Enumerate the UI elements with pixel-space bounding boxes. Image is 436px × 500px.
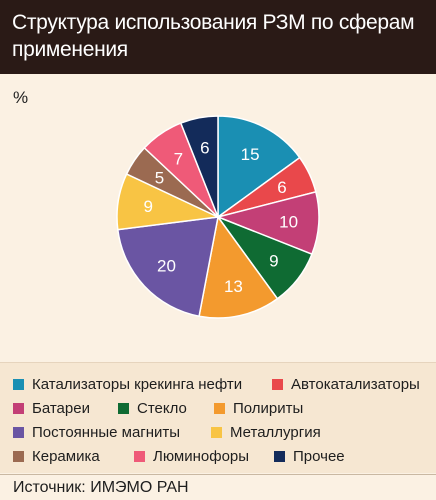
legend-swatch [13,426,24,438]
legend-item: Металлургия [211,424,321,442]
legend-label: Стекло [137,400,187,417]
legend-swatch [272,378,283,390]
legend-item: Катализаторы крекинга нефти [13,376,242,394]
chart-title: Структура использования РЗМ по сферам пр… [12,11,415,61]
legend-swatch [214,402,225,414]
legend-swatch [274,450,285,462]
legend-swatch [211,426,222,438]
slice-value-label: 15 [241,145,260,164]
legend-label: Люминофоры [153,448,250,465]
legend-item: Люминофоры [134,448,249,466]
unit-label: % [13,88,29,107]
legend-swatch [134,450,145,462]
legend: Катализаторы крекинга нефти Автокатализат… [0,363,436,473]
legend-label: Полириты [233,400,304,417]
legend-item: Стекло [118,400,187,418]
header: Структура использования РЗМ по сферам пр… [0,0,436,74]
legend-label: Катализаторы крекинга нефти [32,376,243,393]
pie-slice [116,216,219,318]
legend-swatch [13,450,24,462]
pie-slice [179,115,219,218]
legend-item: Керамика [13,448,100,466]
slice-value-label: 9 [269,251,278,270]
slice-value-label: 5 [155,168,164,187]
legend-label: Керамика [32,448,100,465]
source-note: Источник: ИМЭМО РАН [0,474,436,500]
legend-swatch [13,402,24,414]
legend-panel: Катализаторы крекинга нефти Автокатализат… [0,362,436,473]
legend-item: Постоянные магниты [13,424,180,442]
legend-item: Прочее [274,448,345,466]
pie-slice [217,115,301,219]
slice-value-label: 7 [174,150,183,169]
legend-item: Батареи [13,400,90,418]
slice-value-label: 6 [200,139,209,158]
slice-value-label: 6 [277,178,286,197]
legend-item: Полириты [214,400,303,418]
legend-label: Металлургия [230,424,321,441]
pie-slice [198,215,279,319]
legend-label: Постоянные магниты [32,424,181,441]
legend-label: Прочее [293,448,345,465]
legend-swatch [13,378,24,390]
legend-label: Автокатализаторы [291,376,420,393]
legend-item: Автокатализаторы [272,376,420,394]
legend-label: Батареи [32,400,90,417]
slice-value-label: 13 [224,277,243,296]
slice-value-label: 10 [279,212,298,231]
slice-value-label: 9 [143,197,152,216]
slice-value-label: 20 [157,256,176,275]
legend-swatch [118,402,129,414]
